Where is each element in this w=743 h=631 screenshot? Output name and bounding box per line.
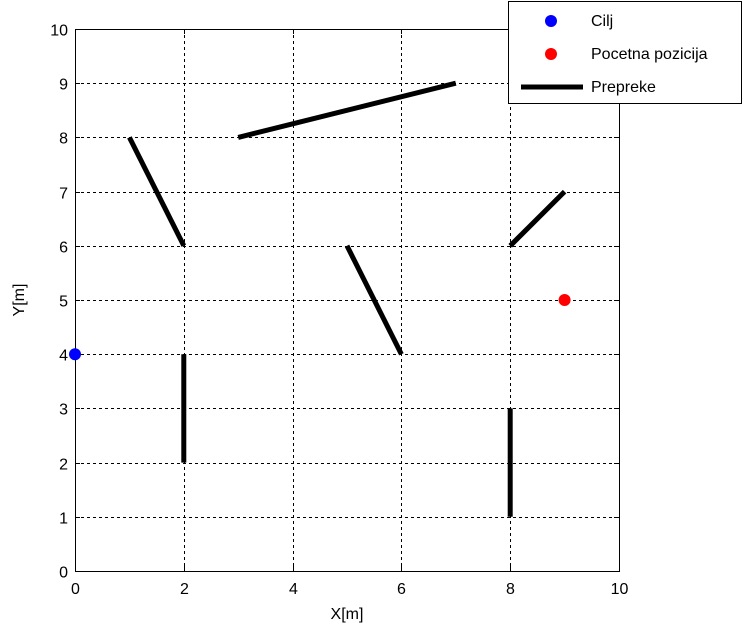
y-tick-label: 2	[59, 457, 68, 474]
legend-dot-marker	[545, 48, 557, 60]
y-axis-title: Y[m]	[11, 284, 28, 317]
start-point	[558, 294, 571, 306]
x-tick-label: 8	[506, 581, 515, 598]
y-tick-label: 5	[59, 294, 68, 311]
y-tick-label: 6	[59, 240, 68, 257]
legend-label: Pocetna pozicija	[591, 46, 708, 63]
x-tick-label: 6	[397, 581, 406, 598]
legend: Cilj Pocetna pozicija Prepreke	[508, 1, 742, 104]
x-tick-label: 10	[611, 581, 629, 598]
y-tick-label: 0	[59, 565, 68, 582]
x-tick-label: 4	[289, 581, 298, 598]
plot-frame	[75, 29, 620, 572]
tick-labels: 0 2 4 6 8 10 0 1 2 3 4 5 6 7 8 9 10	[50, 23, 628, 599]
obstacle-segment	[344, 244, 404, 356]
data-layer	[69, 80, 571, 517]
goal-point	[69, 348, 81, 361]
y-tick-label: 3	[59, 402, 68, 419]
grid	[75, 29, 619, 571]
y-tick-label: 1	[59, 511, 68, 528]
y-tick-label: 7	[59, 186, 68, 203]
y-tick-label: 9	[59, 77, 68, 94]
x-tick-label: 0	[71, 581, 80, 598]
legend-dot-marker	[545, 15, 557, 27]
obstacle-segment	[237, 80, 457, 140]
legend-label: Cilj	[591, 13, 613, 30]
y-tick-label: 10	[50, 23, 68, 40]
x-tick-label: 2	[180, 581, 189, 598]
legend-label: Prepreke	[591, 79, 656, 96]
obstacle-segment	[508, 189, 567, 248]
x-axis-title: X[m]	[331, 606, 364, 623]
y-tick-label: 8	[59, 131, 68, 148]
legend-items: Cilj Pocetna pozicija Prepreke	[521, 13, 708, 96]
y-tick-label: 4	[59, 348, 68, 365]
obstacle-segment	[127, 136, 187, 247]
